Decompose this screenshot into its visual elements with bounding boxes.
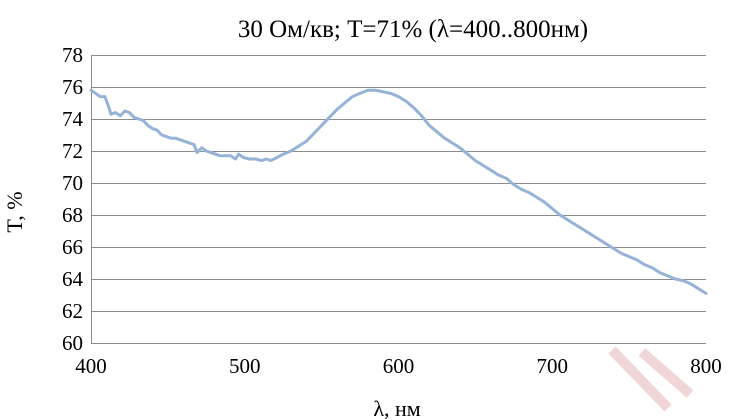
y-axis-label: T, % [2, 191, 27, 232]
chart-title: 30 Ом/кв; T=71% (λ=400..800нм) [238, 16, 588, 43]
transmission-series-line [89, 88, 708, 295]
y-tick-label: 70 [62, 171, 83, 195]
y-tick-label: 74 [62, 107, 84, 131]
y-tick-label: 72 [62, 139, 83, 163]
x-tick-label: 700 [537, 354, 569, 378]
watermark-mark-2 [638, 348, 694, 398]
y-tick-label: 78 [62, 43, 83, 67]
tick-labels: 60 62 64 66 68 70 72 74 76 78 400 500 600 700 800 [62, 43, 722, 378]
gridlines [91, 55, 706, 312]
watermark [608, 346, 694, 412]
x-tick-label: 800 [690, 354, 722, 378]
axes [91, 55, 706, 344]
series-layer [89, 88, 708, 295]
y-tick-label: 62 [62, 299, 83, 323]
x-tick-label: 600 [383, 354, 415, 378]
y-tick-label: 60 [62, 331, 83, 355]
x-tick-label: 500 [229, 354, 261, 378]
y-tick-label: 66 [62, 235, 83, 259]
watermark-mark [608, 346, 672, 412]
x-tick-label: 400 [75, 354, 107, 378]
y-tick-label: 64 [62, 267, 84, 291]
x-axis-label: λ, нм [373, 396, 420, 419]
y-tick-label: 76 [62, 75, 83, 99]
y-tick-label: 68 [62, 203, 83, 227]
